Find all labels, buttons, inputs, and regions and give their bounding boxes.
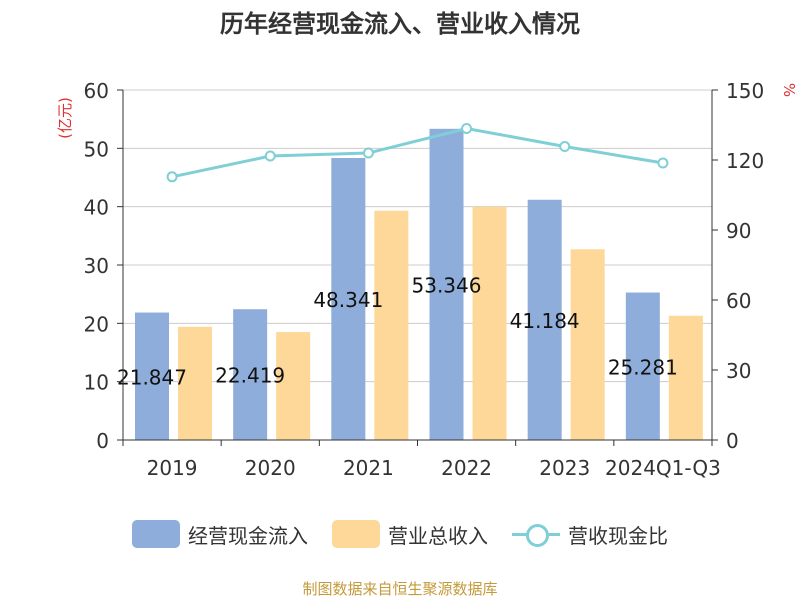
ratio-point <box>657 157 669 169</box>
data-label-cash: 48.341 <box>313 288 383 312</box>
left-tick-label: 40 <box>84 196 109 220</box>
legend-label-cash: 经营现金流入 <box>188 523 308 548</box>
legend: 经营现金流入 营业总收入 营收现金比 <box>0 514 800 554</box>
ratio-point <box>166 171 178 183</box>
bar-cash-inflow <box>625 292 660 440</box>
bar-revenue <box>374 210 409 440</box>
ratio-point <box>461 123 473 134</box>
left-tick-label: 20 <box>84 312 109 336</box>
legend-swatch-revenue <box>332 520 380 548</box>
left-tick-label: 30 <box>84 254 109 278</box>
source-note: 制图数据来自恒生聚源数据库 <box>302 580 498 598</box>
ratio-line <box>166 123 669 183</box>
data-label-cash: 21.847 <box>117 365 187 389</box>
data-labels: 21.847 22.419 48.341 53.346 41.184 25.281 <box>117 273 678 389</box>
data-label-cash: 25.281 <box>608 355 678 379</box>
data-label-cash: 53.346 <box>412 273 482 297</box>
right-tick-label: 150 <box>726 79 764 103</box>
ratio-point <box>264 150 276 162</box>
chart-title: 历年经营现金流入、营业收入情况 <box>220 10 580 38</box>
bar-cash-inflow <box>429 128 464 440</box>
bar-cash-inflow <box>527 199 562 440</box>
bar-cash-inflow <box>135 312 169 440</box>
legend-item-revenue[interactable]: 营业总收入 <box>332 520 488 549</box>
x-tick-label: 2020 <box>245 456 296 480</box>
legend-swatch-ratio <box>512 520 560 548</box>
axes: 0 10 20 30 40 50 60 0 30 60 90 120 150 (亿元)% 2019 2020 2… <box>56 79 798 480</box>
bar-revenue <box>276 332 311 440</box>
bar-revenue <box>668 315 703 440</box>
right-tick-label: 120 <box>726 149 764 173</box>
right-axis-unit: % <box>780 83 798 97</box>
bar-revenue <box>472 206 507 440</box>
bar-revenue <box>570 249 605 440</box>
data-label-cash: 22.419 <box>215 364 285 388</box>
ratio-point <box>362 147 374 159</box>
legend-item-ratio[interactable]: 营收现金比 <box>512 520 668 549</box>
right-tick-label: 60 <box>726 289 751 313</box>
left-tick-label: 10 <box>84 371 109 395</box>
ratio-point <box>559 140 571 152</box>
left-axis-unit: (亿元) <box>56 97 74 139</box>
left-tick-label: 50 <box>84 137 109 161</box>
data-label-cash: 41.184 <box>510 309 580 333</box>
x-tick-label: 2024Q1-Q3 <box>605 456 721 480</box>
x-tick-label: 2022 <box>441 456 492 480</box>
left-tick-label: 60 <box>84 79 109 103</box>
right-tick-label: 30 <box>726 359 751 383</box>
legend-label-ratio: 营收现金比 <box>568 523 668 548</box>
right-tick-label: 90 <box>726 219 751 243</box>
legend-item-cash[interactable]: 经营现金流入 <box>132 520 308 549</box>
left-tick-label: 0 <box>96 429 109 453</box>
x-tick-label: 2019 <box>147 456 198 480</box>
bar-cash-inflow <box>331 158 366 440</box>
legend-swatch-cash <box>132 520 180 548</box>
legend-label-revenue: 营业总收入 <box>388 523 488 548</box>
x-tick-label: 2023 <box>539 456 590 480</box>
x-tick-label: 2021 <box>343 456 394 480</box>
ratio-line-path <box>171 126 664 179</box>
bar-revenue <box>178 326 212 440</box>
bar-cash-inflow <box>233 309 268 440</box>
bars <box>135 128 703 440</box>
right-tick-label: 0 <box>726 429 739 453</box>
